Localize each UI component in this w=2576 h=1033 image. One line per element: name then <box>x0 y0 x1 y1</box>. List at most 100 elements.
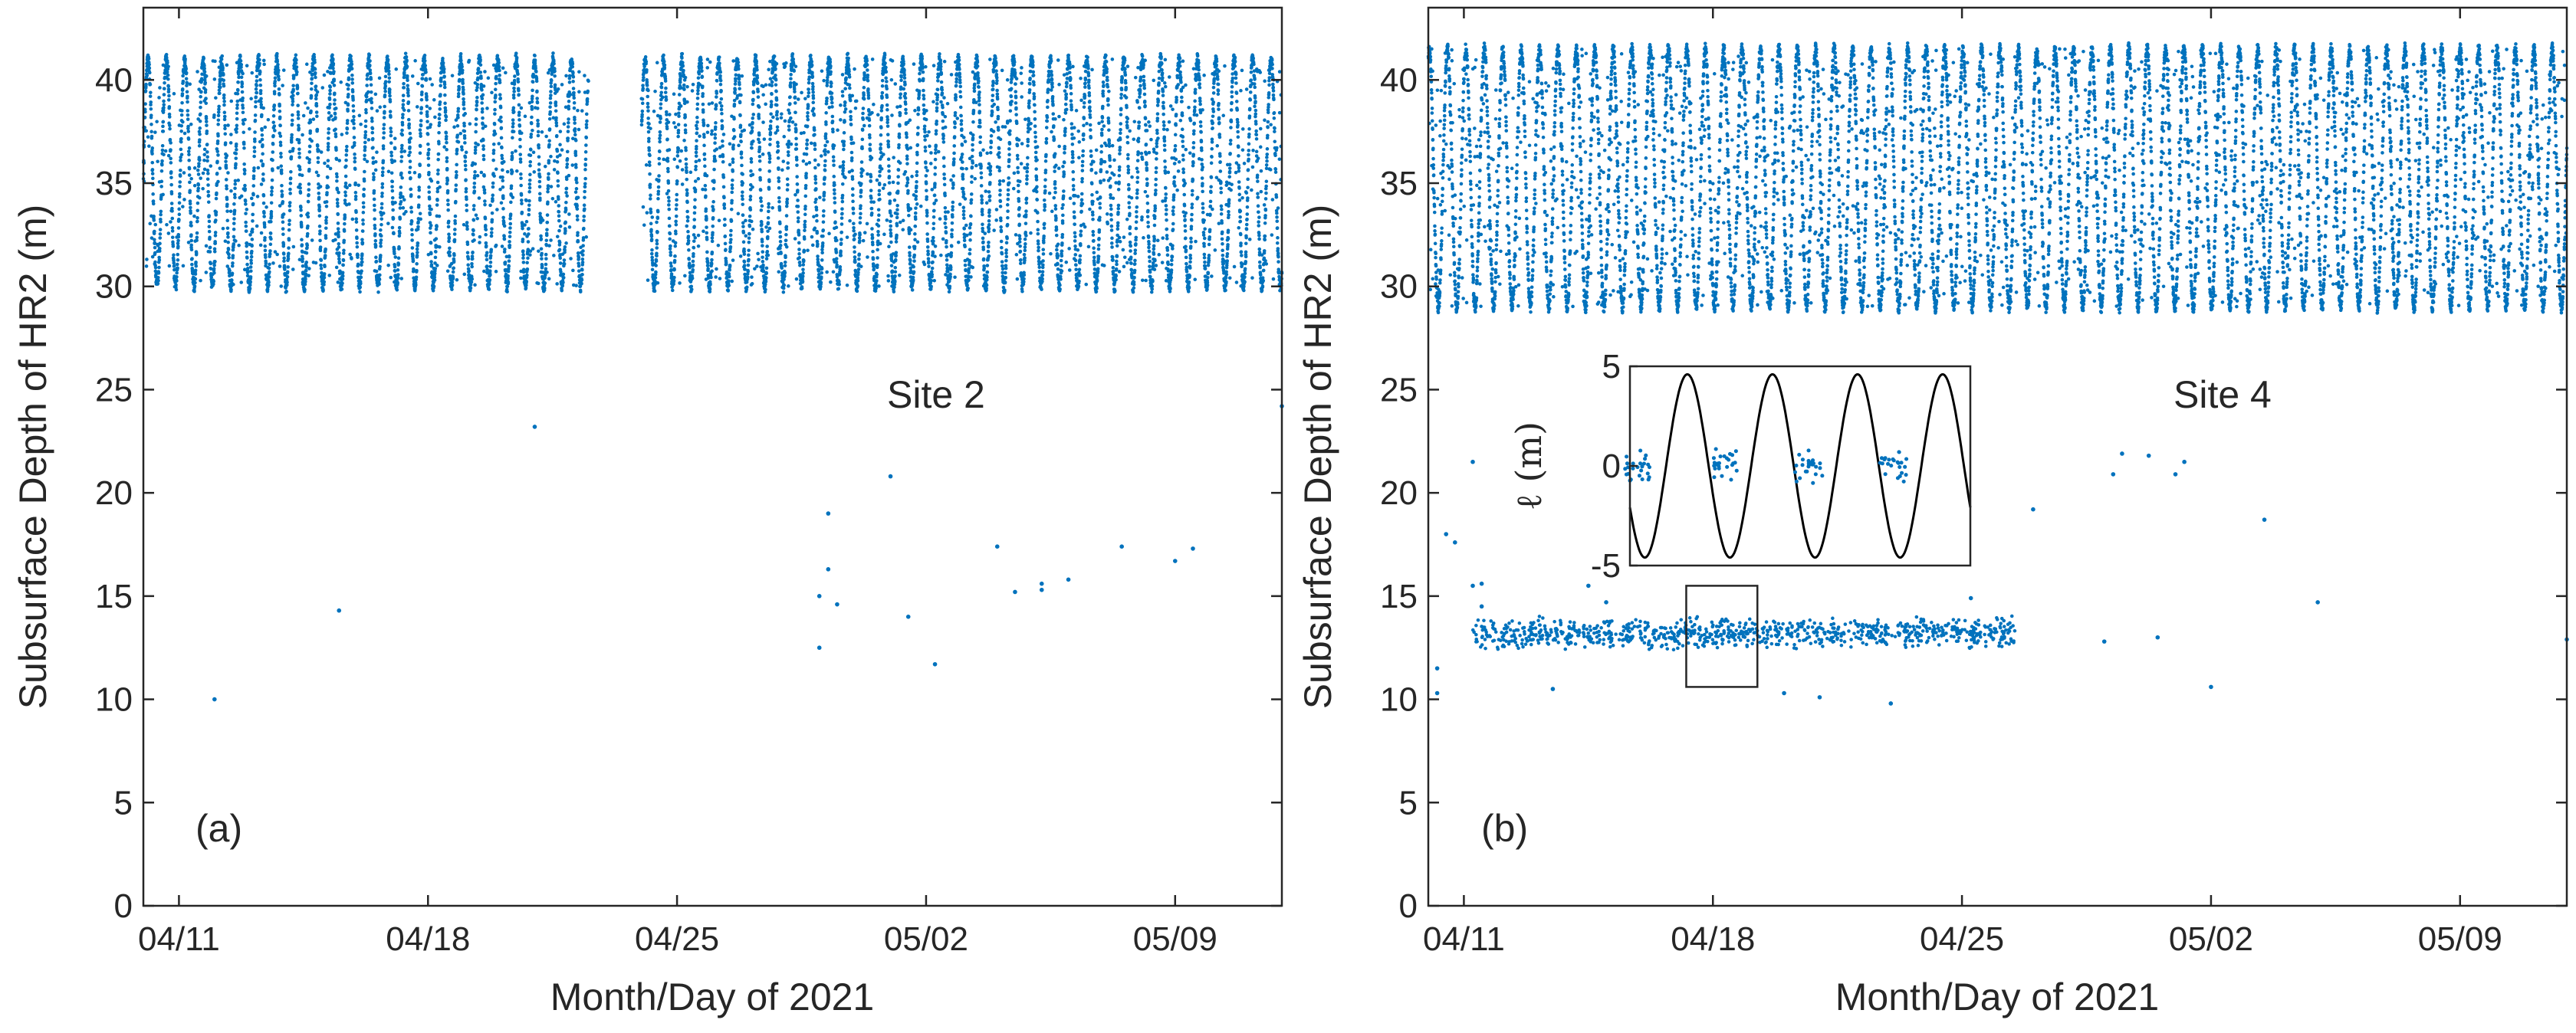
panel-b-tag: (b) <box>1481 807 1528 850</box>
panel-a-scatter <box>141 51 1284 702</box>
scatter-point <box>888 474 893 479</box>
scatter-point <box>1604 600 1608 605</box>
inset-y-ticks: -5 0 5 <box>1591 348 1638 585</box>
x-tick-label: 04/18 <box>1671 920 1755 958</box>
scatter-point <box>2146 453 2151 458</box>
panel-a-site-label: Site 2 <box>887 373 985 416</box>
y-tick-label: 5 <box>1399 784 1418 821</box>
scatter-point <box>1039 587 1044 592</box>
y-tick-label: 40 <box>1380 61 1418 99</box>
scatter-point <box>1172 559 1178 563</box>
scatter-point <box>2262 517 2267 522</box>
y-tick-label: 15 <box>95 578 133 615</box>
inset-sine-curve <box>1628 372 1972 559</box>
scatter-point <box>905 615 911 619</box>
y-tick-label: 0 <box>1399 887 1418 925</box>
y-tick-label: 30 <box>1380 268 1418 306</box>
panel-a-axes-box <box>142 6 1283 907</box>
scatter-point <box>1444 532 1449 536</box>
y-tick-label: 30 <box>95 268 133 306</box>
scatter-point <box>1013 589 1017 595</box>
scatter-point <box>212 697 217 702</box>
panel-a-ylabel: Subsurface Depth of HR2 (m) <box>12 205 54 710</box>
scatter-point <box>816 594 822 598</box>
y-tick-label: 15 <box>1380 578 1418 615</box>
panel-a-xlabel: Month/Day of 2021 <box>550 976 875 1018</box>
panel-b-x-ticks: 04/11 04/18 04/25 05/02 05/09 <box>1423 8 2502 958</box>
scatter-point <box>994 544 1000 549</box>
scatter-point <box>1586 583 1591 589</box>
scatter-point <box>1039 581 1044 586</box>
inset-background <box>1630 366 1970 566</box>
scatter-point <box>1470 459 1475 464</box>
scatter-point <box>1550 687 1556 691</box>
scatter-point <box>1470 583 1475 589</box>
scatter-point <box>2315 600 2320 605</box>
scatter-point <box>1453 540 1457 545</box>
scatter-point <box>1479 581 1484 586</box>
y-tick-label: 10 <box>1380 681 1418 719</box>
y-tick-label: 40 <box>95 61 133 99</box>
x-tick-label: 04/25 <box>635 920 719 958</box>
inset-y-tick-label: -5 <box>1591 547 1621 585</box>
panel-a-y-ticks: 0 5 10 15 20 25 30 35 40 <box>95 61 1282 925</box>
x-tick-label: 05/02 <box>2169 920 2253 958</box>
scatter-point <box>2031 507 2036 512</box>
scatter-point <box>1817 695 1822 700</box>
inset-y-tick-label: 5 <box>1602 348 1621 385</box>
y-tick-label: 10 <box>95 681 133 719</box>
scatter-point <box>932 661 938 667</box>
scatter-point <box>1434 690 1440 696</box>
scatter-point <box>1191 546 1195 551</box>
panel-b-y-ticks: 0 5 10 15 20 25 30 35 40 <box>1380 61 2567 925</box>
panel-b-ylabel: Subsurface Depth of HR2 (m) <box>1296 205 1339 710</box>
panel-b-highlight-box <box>1685 585 1759 688</box>
scatter-point <box>2101 639 2107 644</box>
scatter-point <box>1888 701 1894 706</box>
scatter-point <box>1968 595 1973 601</box>
inset-ylabel: ℓ (m) <box>1508 421 1549 510</box>
y-tick-label: 5 <box>114 784 133 821</box>
scatter-point <box>826 567 831 572</box>
scatter-point <box>1782 690 1786 696</box>
panel-b: 0 5 10 15 20 25 30 35 40 04/11 04/18 04/25 05/02 05/… <box>1296 6 2569 1018</box>
scatter-point <box>2155 635 2160 640</box>
inset-y-tick-label: 0 <box>1602 448 1621 485</box>
y-tick-label: 25 <box>95 371 133 408</box>
x-tick-label: 05/02 <box>884 920 968 958</box>
x-tick-label: 04/18 <box>386 920 470 958</box>
panel-b-inset: -5 0 5 ℓ (m) <box>1508 348 1972 585</box>
panel-b-site-label: Site 4 <box>2174 373 2272 416</box>
x-tick-label: 04/11 <box>138 920 220 958</box>
panel-b-axes-box <box>1427 6 2568 907</box>
scatter-point <box>2111 472 2116 477</box>
scatter-point <box>1066 577 1071 582</box>
scatter-point <box>826 511 831 516</box>
scatter-point <box>2120 451 2124 456</box>
y-tick-label: 35 <box>95 165 133 202</box>
shallow-band-points <box>1470 614 2017 652</box>
y-tick-label: 20 <box>1380 474 1418 512</box>
y-tick-label: 35 <box>1380 165 1418 202</box>
panel-a: 0 5 10 15 20 25 30 35 40 04/11 04/18 04/25 05/02 05/… <box>12 6 1284 1018</box>
y-tick-label: 25 <box>1380 371 1418 408</box>
scatter-point <box>2209 684 2213 690</box>
tidal-band-points <box>1426 41 2569 315</box>
scatter-point <box>2173 472 2178 477</box>
scatter-point <box>1119 544 1124 549</box>
scatter-point <box>1434 666 1440 671</box>
scatter-point <box>816 645 822 651</box>
scatter-point <box>1479 604 1484 609</box>
scatter-point <box>2182 459 2187 464</box>
x-tick-label: 04/11 <box>1423 920 1505 958</box>
y-tick-label: 20 <box>95 474 133 512</box>
panel-b-xlabel: Month/Day of 2021 <box>1835 976 2160 1018</box>
panel-a-x-ticks: 04/11 04/18 04/25 05/02 05/09 <box>138 8 1217 958</box>
y-tick-label: 0 <box>114 887 133 925</box>
x-tick-label: 04/25 <box>1920 920 2004 958</box>
scatter-point <box>337 608 342 613</box>
x-tick-label: 05/09 <box>2418 920 2502 958</box>
x-tick-label: 05/09 <box>1133 920 1217 958</box>
scatter-point <box>532 425 537 429</box>
